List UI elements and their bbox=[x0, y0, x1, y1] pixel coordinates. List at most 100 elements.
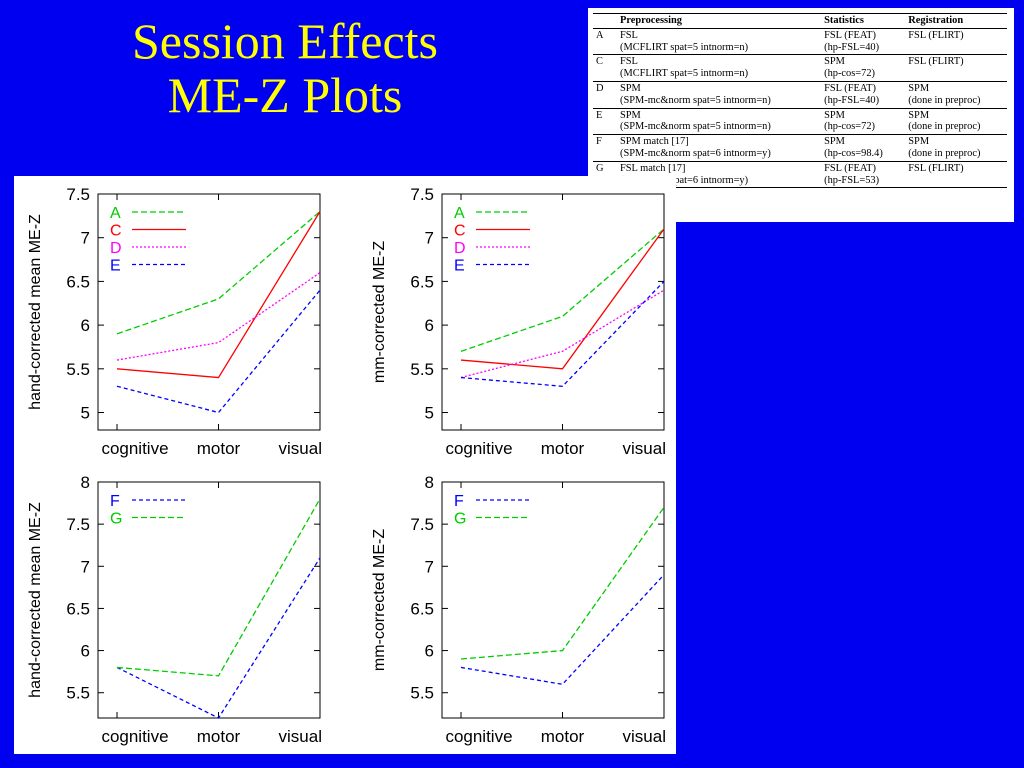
plots-panel: 5 5.5 6 6.5 7 7.5 cognitive motor visual hand-cor… bbox=[14, 176, 676, 754]
cell-config-id-line: D bbox=[596, 82, 604, 94]
legend-label-E: E bbox=[454, 258, 465, 275]
cell-config-id: D bbox=[593, 81, 617, 108]
x-tick-label: cognitive bbox=[445, 727, 512, 746]
x-tick-label: motor bbox=[541, 439, 585, 458]
chart-2: 5 5.5 6 6.5 7 7.5 cognitive motor visual mm-corre… bbox=[371, 185, 666, 458]
y-axis-label: hand-corrected mean ME-Z bbox=[27, 502, 44, 698]
cell-config-id: G bbox=[593, 161, 617, 188]
x-tick-label: visual bbox=[623, 727, 666, 746]
table-row: G FSL match [17] (MCFLIRT spat=6 intnorm=y… bbox=[593, 161, 1007, 188]
slide-title: Session Effects ME-Z Plots bbox=[20, 14, 550, 122]
cell-registration-line: FSL (FLIRT) bbox=[908, 56, 964, 68]
y-tick-label: 7.5 bbox=[66, 515, 90, 534]
cell-statistics-line: FSL (FEAT) bbox=[824, 82, 876, 94]
cell-registration-line: (done in preproc) bbox=[908, 94, 981, 106]
cell-statistics-line: (hp-FSL=40) bbox=[824, 41, 880, 53]
x-tick-label: visual bbox=[279, 439, 322, 458]
cell-registration: FSL (FLIRT) bbox=[905, 161, 1007, 188]
legend-label-F: F bbox=[454, 493, 464, 510]
cell-registration: SPM (done in preproc) bbox=[905, 81, 1007, 108]
cell-config-id: C bbox=[593, 55, 617, 82]
cell-registration-line: FSL (FLIRT) bbox=[908, 29, 964, 41]
cell-preprocessing: SPM (SPM-mc&norm spat=5 intnorm=n) bbox=[617, 81, 821, 108]
y-tick-label: 5.5 bbox=[66, 360, 90, 379]
legend-label-A: A bbox=[110, 205, 121, 222]
series-line-E bbox=[116, 289, 321, 414]
cell-preprocessing-line: (MCFLIRT spat=6 intnorm=y) bbox=[620, 174, 749, 186]
cell-registration-line bbox=[908, 68, 1004, 80]
y-tick-label: 7.5 bbox=[66, 185, 90, 204]
y-tick-label: 6.5 bbox=[410, 272, 434, 291]
series-line-F bbox=[460, 574, 665, 685]
cell-config-id-line: F bbox=[596, 136, 602, 148]
plot-frame bbox=[97, 193, 321, 431]
legend-label-C: C bbox=[110, 223, 122, 240]
legend-label-E: E bbox=[110, 258, 121, 275]
y-tick-label: 7 bbox=[425, 229, 434, 248]
series-line-A bbox=[460, 228, 665, 352]
title-line-2: ME-Z Plots bbox=[167, 67, 403, 123]
y-tick-label: 6 bbox=[81, 316, 90, 335]
title-line-1: Session Effects bbox=[132, 13, 438, 69]
header-statistics: Statistics bbox=[821, 13, 906, 29]
cell-config-id-line: A bbox=[596, 29, 604, 41]
y-tick-label: 8 bbox=[425, 473, 434, 492]
y-tick-label: 6.5 bbox=[66, 272, 90, 291]
y-tick-label: 5.5 bbox=[410, 684, 434, 703]
series-line-E bbox=[460, 280, 665, 387]
cell-preprocessing: FSL (MCFLIRT spat=5 intnorm=n) bbox=[617, 28, 821, 55]
x-tick-label: visual bbox=[623, 439, 666, 458]
cell-preprocessing-line: (SPM-mc&norm spat=5 intnorm=n) bbox=[620, 94, 771, 106]
y-axis-label: mm-corrected ME-Z bbox=[371, 529, 388, 671]
legend-label-C: C bbox=[454, 223, 466, 240]
x-tick-label: visual bbox=[279, 727, 322, 746]
y-tick-label: 6 bbox=[425, 316, 434, 335]
table-row: C FSL (MCFLIRT spat=5 intnorm=n) SPM (hp-cos… bbox=[593, 55, 1007, 82]
legend-label-F: F bbox=[110, 493, 120, 510]
cell-preprocessing: SPM (SPM-mc&norm spat=5 intnorm=n) bbox=[617, 108, 821, 135]
cell-config-id-line: C bbox=[596, 56, 603, 68]
x-tick-label: motor bbox=[197, 727, 241, 746]
cell-registration-line bbox=[908, 42, 1004, 54]
table-row: D SPM (SPM-mc&norm spat=5 intnorm=n) FSL (F… bbox=[593, 81, 1007, 109]
cell-preprocessing-line: SPM match [17] bbox=[620, 136, 689, 148]
series-line-C bbox=[116, 211, 321, 379]
cell-registration-line: SPM bbox=[908, 82, 930, 94]
y-axis-label: mm-corrected ME-Z bbox=[371, 241, 388, 383]
legend-label-D: D bbox=[110, 240, 122, 257]
cell-preprocessing-line: (SPM-mc&norm spat=6 intnorm=y) bbox=[620, 147, 771, 159]
header-id bbox=[593, 13, 617, 29]
series-line-D bbox=[116, 272, 321, 361]
cell-statistics-line: FSL (FEAT) bbox=[824, 162, 876, 174]
series-line-G bbox=[460, 506, 665, 660]
cell-preprocessing-line: (SPM-mc&norm spat=5 intnorm=n) bbox=[620, 121, 771, 133]
x-tick-label: motor bbox=[541, 727, 585, 746]
cell-statistics: FSL (FEAT) (hp-FSL=40) bbox=[821, 81, 905, 108]
cell-statistics: FSL (FEAT) (hp-FSL=40) bbox=[821, 28, 905, 55]
cell-registration-line: (done in preproc) bbox=[908, 121, 981, 133]
y-tick-label: 6.5 bbox=[410, 599, 434, 618]
header-preprocessing: Preprocessing bbox=[617, 13, 822, 29]
cell-statistics-line: SPM bbox=[824, 56, 845, 68]
legend-label-G: G bbox=[110, 511, 122, 528]
cell-preprocessing-line: FSL match [17] bbox=[620, 162, 686, 174]
cell-statistics-line: (hp-FSL=53) bbox=[824, 174, 880, 186]
cell-statistics: SPM (hp-cos=72) bbox=[821, 55, 905, 82]
y-tick-label: 7 bbox=[425, 557, 434, 576]
cell-preprocessing: FSL match [17] (MCFLIRT spat=6 intnorm=y) bbox=[617, 161, 821, 188]
chart-1: 5 5.5 6 6.5 7 7.5 cognitive motor visual hand-cor… bbox=[27, 185, 322, 458]
cell-preprocessing-line: FSL bbox=[620, 56, 638, 68]
cell-preprocessing-line: FSL bbox=[620, 29, 638, 41]
cell-statistics: SPM (hp-cos=98.4) bbox=[821, 135, 905, 162]
table-header-row: Preprocessing Statistics Registration bbox=[593, 13, 1007, 29]
table-row: A FSL (MCFLIRT spat=5 intnorm=n) FSL (FEAT)… bbox=[593, 28, 1007, 55]
cell-registration: FSL (FLIRT) bbox=[905, 55, 1007, 82]
y-tick-label: 5 bbox=[81, 404, 90, 423]
cell-statistics-line: SPM bbox=[824, 109, 845, 121]
cell-preprocessing: FSL (MCFLIRT spat=5 intnorm=n) bbox=[617, 55, 821, 82]
cell-registration: SPM (done in preproc) bbox=[905, 135, 1007, 162]
cell-statistics: SPM (hp-cos=72) bbox=[821, 108, 905, 135]
cell-registration-line: FSL (FLIRT) bbox=[908, 162, 964, 174]
y-axis-label: hand-corrected mean ME-Z bbox=[27, 214, 44, 410]
y-tick-label: 7 bbox=[81, 557, 90, 576]
